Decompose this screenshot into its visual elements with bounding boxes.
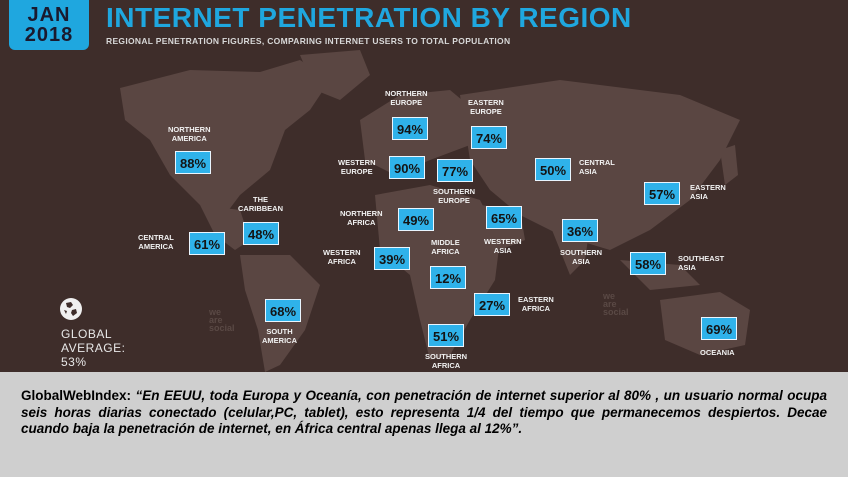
region-value-northern-europe: 94% <box>392 117 428 140</box>
global-average-label-1: GLOBAL <box>61 327 113 341</box>
region-value-eastern-asia: 57% <box>644 182 680 205</box>
date-year: 2018 <box>24 24 74 46</box>
region-value-western-asia: 65% <box>486 206 522 229</box>
region-label-southern-africa: SOUTHERN AFRICA <box>425 352 468 370</box>
world-map: JAN 2018 INTERNET PENETRATION BY REGION … <box>0 0 848 372</box>
date-month: JAN <box>27 4 71 26</box>
region-value-middle-africa: 12% <box>430 266 466 289</box>
watermark-logo: we are social <box>603 291 629 317</box>
region-label-middle-africa: MIDDLE AFRICA <box>431 238 460 256</box>
region-label-eastern-europe: EASTERN EUROPE <box>468 98 504 116</box>
region-label-southern-asia: SOUTHERN ASIA <box>560 248 603 266</box>
region-label-western-africa: WESTERN AFRICA <box>323 248 361 266</box>
region-label-eastern-africa: EASTERN AFRICA <box>518 295 554 313</box>
caption-source: GlobalWebIndex: <box>21 388 132 403</box>
region-value-southeast-asia: 58% <box>630 252 666 275</box>
region-value-southern-europe: 77% <box>437 159 473 182</box>
caption-quote: “En EEUU, toda Europa y Oceanía, con pen… <box>21 388 827 436</box>
page-subtitle: REGIONAL PENETRATION FIGURES, COMPARING … <box>106 36 511 46</box>
region-label-central-america: CENTRAL AMERICA <box>138 233 174 251</box>
region-value-southern-africa: 51% <box>428 324 464 347</box>
region-value-southern-asia: 36% <box>562 219 598 242</box>
region-value-oceania: 69% <box>701 317 737 340</box>
region-label-south-america: SOUTH AMERICA <box>262 327 297 345</box>
globe-icon <box>60 298 82 320</box>
region-value-central-asia: 50% <box>535 158 571 181</box>
region-label-southeast-asia: SOUTHEAST ASIA <box>678 254 725 272</box>
region-label-southern-europe: SOUTHERN EUROPE <box>433 187 476 205</box>
region-value-central-america: 61% <box>189 232 225 255</box>
region-label-northern-africa: NORTHERN AFRICA <box>340 209 383 227</box>
region-label-northern-europe: NORTHERN EUROPE <box>385 89 428 107</box>
region-value-south-america: 68% <box>265 299 301 322</box>
region-value-northern-africa: 49% <box>398 208 434 231</box>
global-average: GLOBAL AVERAGE: 53% <box>61 327 125 369</box>
region-label-oceania: OCEANIA <box>700 348 735 357</box>
region-value-eastern-africa: 27% <box>474 293 510 316</box>
region-value-western-africa: 39% <box>374 247 410 270</box>
region-label-western-asia: WESTERN ASIA <box>484 237 522 255</box>
region-label-western-europe: WESTERN EUROPE <box>338 158 376 176</box>
caption-box: GlobalWebIndex: “En EEUU, toda Europa y … <box>0 372 848 477</box>
global-average-label-2: AVERAGE: <box>61 341 126 355</box>
watermark-logo: we are social <box>209 307 235 333</box>
region-value-caribbean: 48% <box>243 222 279 245</box>
region-value-western-europe: 90% <box>389 156 425 179</box>
region-label-northern-america: NORTHERN AMERICA <box>168 125 211 143</box>
date-badge: JAN 2018 <box>9 0 89 50</box>
caption-paragraph: GlobalWebIndex: “En EEUU, toda Europa y … <box>21 388 827 438</box>
region-value-northern-america: 88% <box>175 151 211 174</box>
page-title: INTERNET PENETRATION BY REGION <box>106 2 632 33</box>
region-value-eastern-europe: 74% <box>471 126 507 149</box>
region-label-caribbean: THE CARIBBEAN <box>238 195 283 213</box>
global-average-value: 53% <box>61 355 87 369</box>
region-label-eastern-asia: EASTERN ASIA <box>690 183 726 201</box>
region-label-central-asia: CENTRAL ASIA <box>579 158 615 176</box>
